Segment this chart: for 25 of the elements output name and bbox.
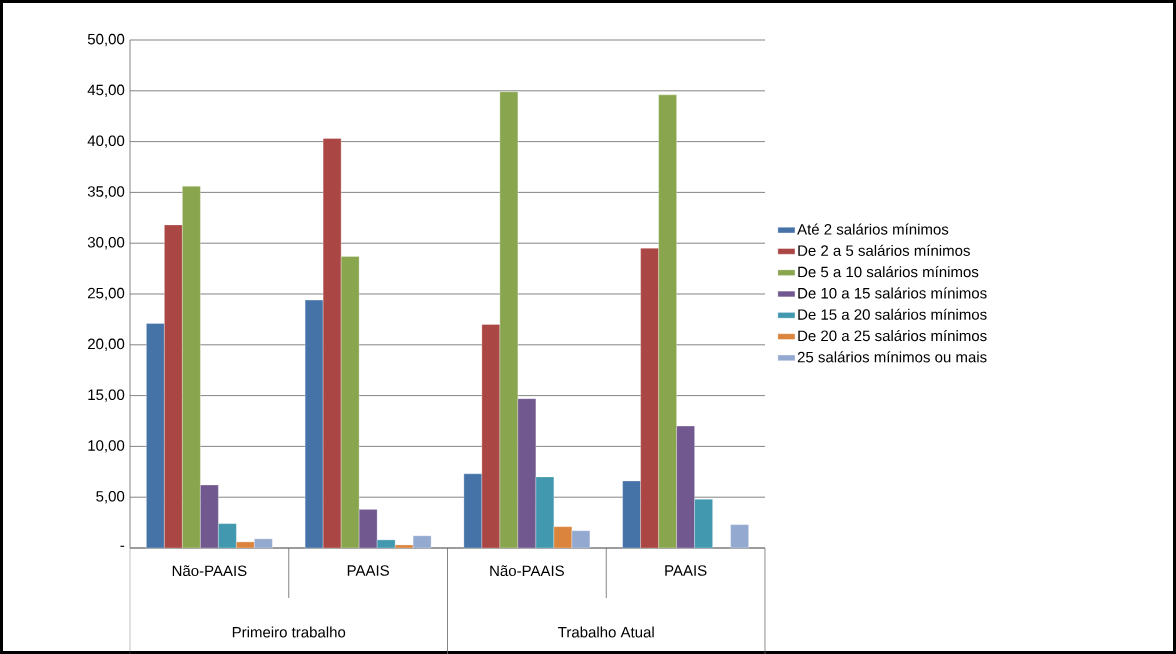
text: Primeiro trabalho (232, 626, 346, 638)
y-tick-label: - (120, 545, 125, 547)
legend-label: De 20 a 25 salários mínimos (798, 329, 987, 342)
x-tick-label: Não-PAAIS (172, 565, 247, 577)
x-tick-label: PAAIS (347, 565, 389, 576)
legend-label: Até 2 salários mínimos (797, 223, 949, 235)
y-tick-label: 25,00 (88, 287, 125, 301)
y-tick-label: 40,00 (87, 135, 125, 148)
legend-label: De 10 a 15 salários mínimos (798, 287, 987, 299)
legend-label: De 5 a 10 salários mínimos (798, 266, 979, 278)
text: Trabalho Atual (558, 626, 654, 638)
legend-label: 25 salários mínimos ou mais (797, 351, 987, 363)
y-tick-label: 35,00 (87, 186, 125, 199)
y-tick-label: 30,00 (87, 237, 125, 250)
y-tick-label: 45,00 (87, 84, 125, 97)
x-tick-label: PAAIS (665, 565, 707, 576)
y-tick-label: 20,00 (88, 338, 125, 351)
bar (730, 524, 749, 549)
legend-label: De 15 a 20 salários mínimos (798, 308, 987, 320)
legend-label: De 2 a 5 salários mínimos (798, 244, 970, 256)
y-tick-label: 10,00 (88, 440, 125, 453)
y-tick-label: 50,00 (87, 33, 125, 47)
x-tick-label: Não-PAAIS (490, 565, 564, 577)
y-tick-label: 15,00 (88, 389, 125, 402)
y-tick-label: 5,00 (96, 491, 125, 504)
